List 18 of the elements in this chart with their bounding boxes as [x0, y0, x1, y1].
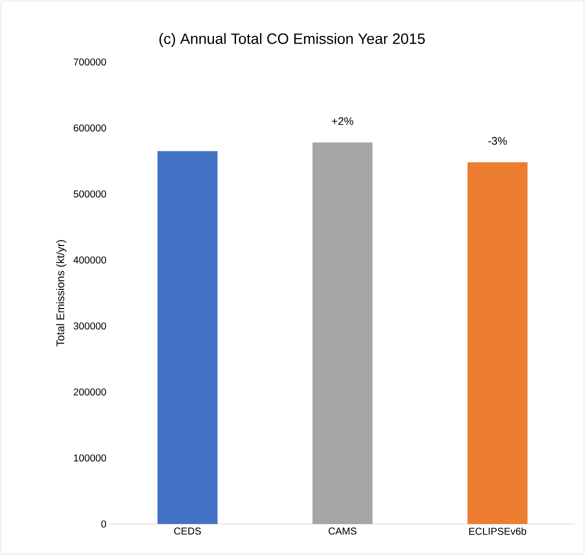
- y-tick-label: 200000: [74, 388, 106, 396]
- y-tick-label: 0: [101, 520, 106, 528]
- y-tick-label: 300000: [74, 322, 106, 330]
- y-axis-title: Total Emissions (kt/yr): [56, 240, 66, 346]
- bar: [312, 142, 373, 524]
- annotation: +2%: [332, 117, 354, 125]
- bar: [158, 151, 218, 524]
- annotation: -3%: [488, 137, 507, 145]
- chart-title: (c) Annual Total CO Emission Year 2015: [159, 33, 425, 47]
- y-tick-label: 100000: [74, 454, 106, 462]
- bar: [468, 162, 528, 524]
- y-tick-label: 400000: [73, 256, 106, 264]
- y-tick-label: 700000: [74, 58, 106, 66]
- x-tick-label: CAMS: [328, 528, 356, 535]
- x-tick-label: CEDS: [174, 528, 201, 535]
- y-tick-label: 600000: [74, 124, 106, 132]
- y-tick-label: 500000: [74, 190, 106, 198]
- x-tick-label: ECLIPSEv6b: [469, 528, 526, 535]
